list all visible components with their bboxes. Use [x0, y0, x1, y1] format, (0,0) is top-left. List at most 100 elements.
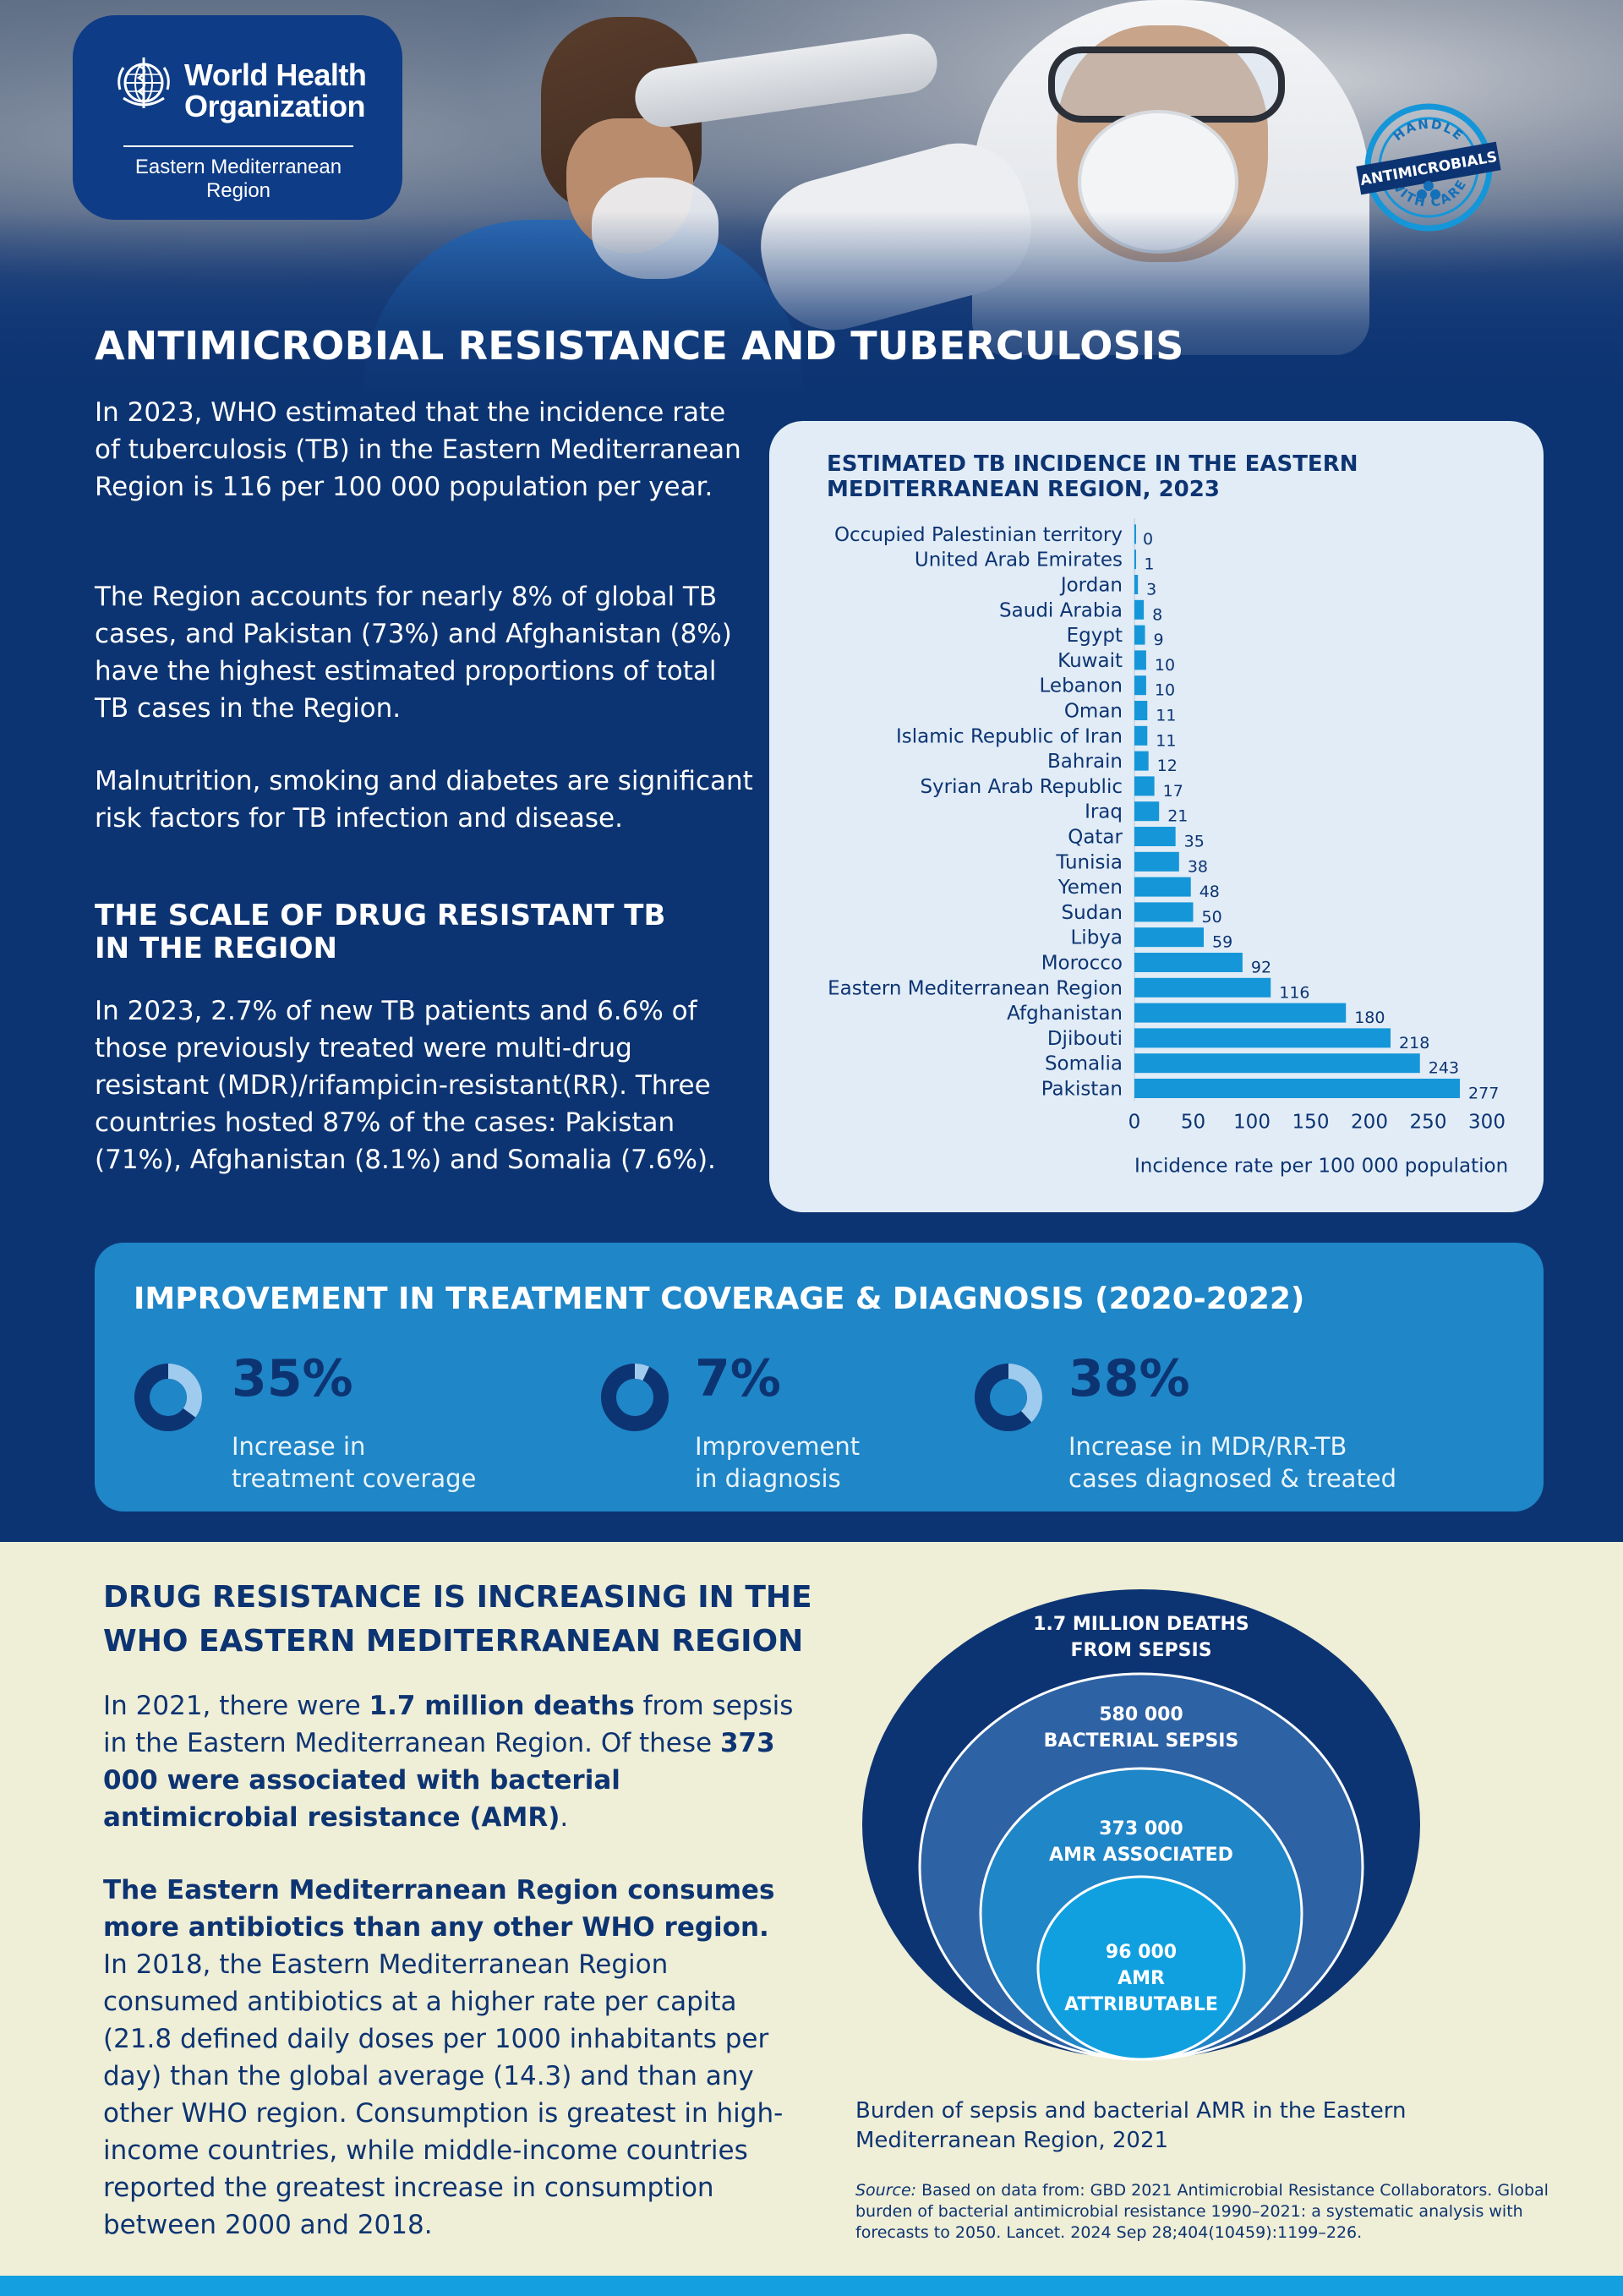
circle3-line1: 373 000 [1099, 1818, 1183, 1840]
data-label: 50 [1202, 908, 1222, 927]
antimicrobials-badge: HANDLE WITH CARE ANTIMICROBIALS [1356, 103, 1501, 232]
x-tick-label: 300 [1468, 1111, 1506, 1133]
bar [1134, 1003, 1347, 1023]
bar [1134, 977, 1271, 998]
circle3-line2: AMR ASSOCIATED [1049, 1845, 1233, 1866]
data-label: 1 [1144, 555, 1154, 574]
data-label: 11 [1156, 707, 1176, 725]
circle2-line2: BACTERIAL SEPSIS [1044, 1730, 1239, 1752]
circle1-line1: 1.7 MILLION DEATHS [1033, 1614, 1249, 1635]
capsules-icon [1417, 181, 1440, 200]
bar [1134, 675, 1146, 696]
data-label: 10 [1155, 681, 1175, 700]
bar [1134, 599, 1145, 620]
donut-chart-icon [134, 1364, 202, 1431]
sepsis-nested-circles: 1.7 MILLION DEATHS FROM SEPSIS 580 000 B… [862, 1589, 1420, 2061]
logo-name-line1: World Health [184, 57, 367, 92]
bar [1134, 549, 1136, 570]
bar [1134, 751, 1149, 771]
main-title: ANTIMICROBIAL RESISTANCE AND TUBERCULOSI… [95, 323, 1184, 369]
footer-bar [0, 2276, 1623, 2296]
drug-resistance-section: DRUG RESISTANCE IS INCREASING IN THE WHO… [0, 1542, 1623, 2276]
scale-heading-line2: IN THE REGION [95, 932, 337, 965]
stat-label: Increase in MDR/RR-TB cases diagnosed & … [1068, 1432, 1397, 1493]
circles-caption: Burden of sepsis and bacterial AMR in th… [855, 2098, 1407, 2153]
circle4-line3: ATTRIBUTABLE [1064, 1994, 1218, 2015]
bar [1134, 877, 1191, 897]
data-label: 277 [1468, 1085, 1499, 1103]
improvement-title: IMPROVEMENT IN TREATMENT COVERAGE & DIAG… [134, 1282, 1305, 1316]
bar [1134, 650, 1146, 670]
category-label: Saudi Arabia [999, 599, 1123, 621]
bar [1134, 851, 1179, 872]
x-tick-label: 250 [1410, 1111, 1447, 1133]
category-label: Jordan [1059, 575, 1123, 597]
category-label: Islamic Republic of Iran [896, 725, 1123, 747]
category-label: Yemen [1057, 877, 1123, 899]
bar [1134, 902, 1194, 922]
data-label: 38 [1188, 857, 1208, 876]
bar [1134, 1028, 1391, 1048]
x-tick-label: 200 [1351, 1111, 1388, 1133]
category-label: Syrian Arab Republic [920, 776, 1123, 798]
stat-value: 7% [695, 1349, 781, 1408]
category-label: Morocco [1041, 953, 1123, 975]
category-label: Afghanistan [1007, 1003, 1123, 1025]
category-label: United Arab Emirates [915, 549, 1123, 571]
chart-title-line2: MEDITERRANEAN REGION, 2023 [827, 477, 1220, 502]
data-label: 8 [1152, 605, 1162, 624]
circle-amr-attributable [1036, 1875, 1246, 2061]
hero-photo [0, 0, 1623, 397]
data-label: 59 [1212, 933, 1232, 952]
category-label: Iraq [1085, 801, 1123, 823]
category-label: Lebanon [1040, 675, 1123, 697]
category-label: Qatar [1068, 827, 1123, 849]
category-label: Oman [1064, 701, 1123, 723]
intro-paragraph-1: In 2023, WHO estimated that the incidenc… [95, 397, 741, 502]
donut-chart-icon [975, 1364, 1042, 1431]
x-tick-label: 0 [1128, 1111, 1141, 1133]
bar [1134, 625, 1145, 645]
logo-region: Eastern Mediterranean Region [134, 156, 342, 202]
sepsis-paragraph: In 2021, there were 1.7 million deaths f… [103, 1691, 794, 1833]
data-label: 9 [1154, 631, 1164, 649]
data-label: 17 [1163, 782, 1183, 801]
data-label: 12 [1157, 757, 1178, 775]
bar [1134, 575, 1139, 594]
data-label: 0 [1143, 530, 1153, 549]
drug-title-line2: WHO EASTERN MEDITERRANEAN REGION [103, 1624, 804, 1659]
bar [1134, 801, 1160, 822]
category-label: Pakistan [1041, 1079, 1123, 1101]
x-axis-label: Incidence rate per 100 000 population [1134, 1155, 1508, 1177]
bar [1134, 776, 1155, 796]
stat-value: 38% [1068, 1349, 1190, 1408]
logo-name-line2: Organization [184, 89, 366, 123]
chart-title-line1: ESTIMATED TB INCIDENCE IN THE EASTERN [827, 451, 1358, 477]
stat-label: Increase in treatment coverage [232, 1432, 477, 1493]
data-label: 218 [1399, 1034, 1429, 1052]
scale-paragraph: In 2023, 2.7% of new TB patients and 6.6… [95, 996, 716, 1175]
bar [1134, 827, 1176, 846]
bar [1134, 953, 1243, 972]
x-tick-label: 50 [1181, 1111, 1205, 1133]
category-label: Occupied Palestinian territory [834, 524, 1123, 546]
antibiotics-paragraph: The Eastern Mediterranean Region consume… [103, 1875, 784, 2240]
category-label: Djibouti [1047, 1028, 1123, 1050]
bar [1134, 1053, 1420, 1074]
who-logo[interactable]: World Health Organization Eastern Medite… [73, 15, 402, 220]
donut-chart-icon [601, 1364, 669, 1431]
data-label: 10 [1155, 656, 1175, 675]
intro-paragraph-2: The Region accounts for nearly 8% of glo… [95, 582, 732, 724]
circle1-line2: FROM SEPSIS [1070, 1640, 1211, 1661]
category-label: Egypt [1067, 625, 1123, 647]
improvement-panel: IMPROVEMENT IN TREATMENT COVERAGE & DIAG… [95, 1243, 1544, 1512]
category-label: Kuwait [1057, 650, 1123, 672]
circle2-line1: 580 000 [1099, 1704, 1183, 1725]
x-tick-label: 100 [1233, 1111, 1271, 1133]
source-citation: Source: Based on data from: GBD 2021 Ant… [855, 2181, 1549, 2242]
category-label: Bahrain [1047, 751, 1123, 773]
scale-heading: THE SCALE OF DRUG RESISTANT TB IN THE RE… [95, 899, 665, 965]
tb-incidence-chart-card: ESTIMATED TB INCIDENCE IN THE EASTERN ME… [769, 421, 1544, 1212]
data-label: 180 [1354, 1009, 1385, 1027]
category-label: Eastern Mediterranean Region [828, 977, 1123, 999]
